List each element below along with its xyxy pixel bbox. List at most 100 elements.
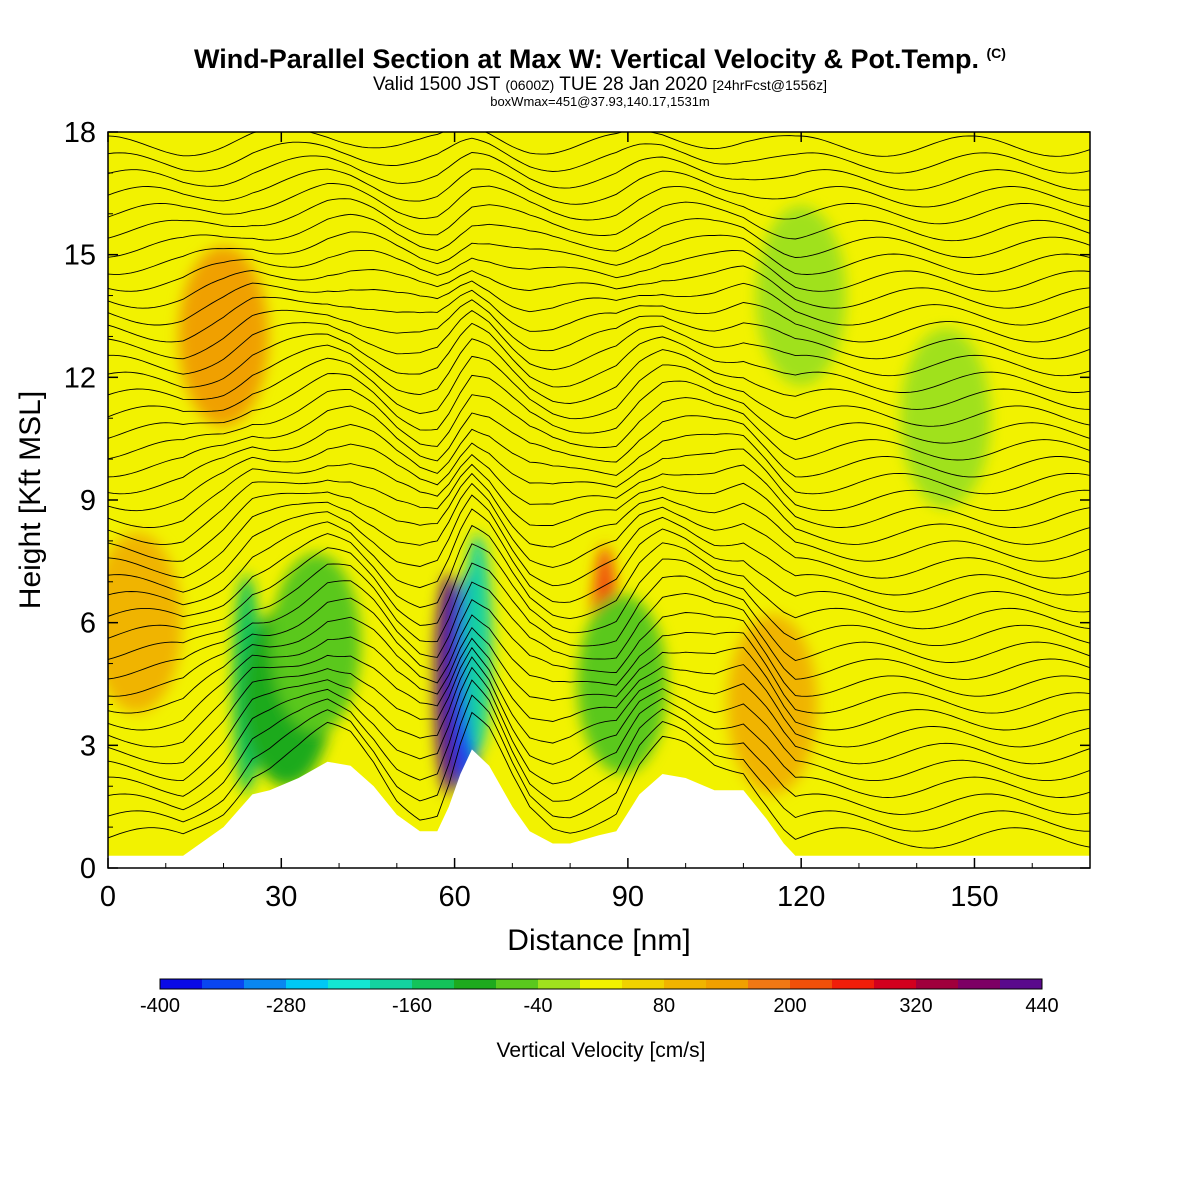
colorbar-swatch: [790, 979, 833, 989]
theta-contour: [108, 152, 1090, 191]
x-tick-label: 150: [950, 881, 998, 913]
plot-area: [107, 131, 1091, 869]
x-tick-label: 90: [612, 881, 644, 913]
x-axis-label: Distance [nm]: [507, 924, 690, 957]
colorbar-label: Vertical Velocity [cm/s]: [497, 1039, 706, 1062]
y-tick-label: 18: [64, 117, 96, 149]
colorbar-swatch: [202, 979, 245, 989]
colorbar-swatch: [580, 979, 623, 989]
y-tick-label: 15: [64, 240, 96, 272]
colorbar-swatch: [328, 979, 371, 989]
theta-contour: [108, 453, 1090, 528]
theta-contour: [108, 524, 1090, 630]
theta-contour: [108, 562, 1090, 663]
theta-contour: [108, 472, 1090, 562]
theta-contour: [108, 168, 1090, 208]
colorbar-tick-label: -400: [140, 995, 180, 1017]
y-tick-label: 0: [80, 853, 96, 885]
theta-contour: [108, 280, 1090, 326]
colorbar-swatch: [748, 979, 791, 989]
theta-contour: [108, 231, 1090, 275]
velocity-feature: [900, 328, 991, 509]
x-tick-label: 0: [100, 881, 116, 913]
colorbar-swatch: [244, 979, 287, 989]
colorbar-swatch: [874, 979, 917, 989]
theta-contour: [108, 597, 1090, 697]
colorbar-swatch: [160, 979, 203, 989]
theta-contour: [108, 373, 1090, 444]
theta-contour: [108, 249, 1090, 292]
x-axis: 0 30 60 90 120 150: [100, 132, 1091, 913]
theta-contour: [108, 666, 1090, 798]
y-tick-label: 6: [80, 608, 96, 640]
colorbar-tick-label: -280: [266, 995, 306, 1017]
colorbar-swatch: [412, 979, 455, 989]
theta-contour: [108, 482, 1090, 579]
colorbar-swatch: [622, 979, 665, 989]
y-tick-label: 12: [64, 362, 96, 394]
x-tick-label: 30: [265, 881, 297, 913]
theta-contour: [108, 309, 1090, 377]
theta-contour: [108, 543, 1090, 647]
y-axis-label: Height [Kft MSL]: [14, 391, 47, 609]
theta-contour: [108, 322, 1090, 393]
chart-title: Wind-Parallel Section at Max W: Vertical…: [0, 44, 1200, 75]
theta-contour: [108, 183, 1090, 225]
theta-contour: [108, 637, 1090, 748]
theta-contour: [108, 213, 1090, 258]
colorbar-swatch: [916, 979, 959, 989]
velocity-field: [108, 205, 991, 795]
valid-time: Valid 1500 JST: [372, 74, 501, 95]
colorbar-swatch: [832, 979, 875, 989]
colorbar-tick-label: 320: [899, 995, 932, 1017]
colorbar-swatch: [664, 979, 707, 989]
chart-title-text: Wind-Parallel Section at Max W: Vertical…: [194, 44, 979, 74]
theta-contour: [108, 694, 1090, 832]
theta-contour: [108, 405, 1090, 478]
theta-contour: [108, 132, 1090, 157]
theta-contour: [108, 355, 1090, 427]
theta-contour: [108, 442, 1090, 512]
colorbar-tick-label: -40: [524, 995, 553, 1017]
colorbar-tick-label: 80: [653, 995, 675, 1017]
y-axis: 0 3 6 9 12 15 18: [64, 117, 1090, 885]
theta-contour: [108, 711, 1090, 849]
velocity-feature: [178, 246, 269, 427]
theta-contour: [108, 614, 1090, 714]
chart-subtitle: Valid 1500 JST (0600Z) TUE 28 Jan 2020 […: [0, 74, 1200, 96]
colorbar-swatch: [496, 979, 539, 989]
theta-contour: [108, 198, 1090, 242]
theta-contour: [108, 424, 1090, 495]
colorbar-tick-label: 440: [1025, 995, 1058, 1017]
colorbar-tick-label: 200: [773, 995, 806, 1017]
copyright-mark: (C): [986, 45, 1006, 61]
terrain: [108, 749, 1090, 868]
colorbar-tick-label: -160: [392, 995, 432, 1017]
colorbar-swatch: [1000, 979, 1043, 989]
box-info: boxWmax=451@37.93,140.17,1531m: [490, 94, 710, 109]
colorbar-swatch: [538, 979, 581, 989]
velocity-feature: [108, 532, 182, 713]
colorbar-frame: [159, 978, 1043, 990]
valid-utc: (0600Z): [505, 77, 555, 93]
potential-temperature-contours: [108, 132, 1090, 849]
theta-contour: [108, 338, 1090, 410]
colorbar-swatch: [958, 979, 1001, 989]
valid-date: TUE 28 Jan 2020: [559, 74, 708, 95]
velocity-feature: [577, 594, 668, 774]
x-tick-label: 120: [777, 881, 825, 913]
theta-contour: [108, 508, 1090, 613]
forecast-info: [24hrFcst@1556z]: [712, 77, 828, 93]
theta-contour: [108, 137, 1090, 174]
theta-contour: [108, 656, 1090, 782]
velocity-feature: [270, 553, 361, 734]
theta-contour: [108, 265, 1090, 309]
theta-contour: [108, 289, 1090, 343]
theta-contour: [108, 463, 1090, 545]
y-tick-label: 9: [80, 485, 96, 517]
theta-contour: [108, 679, 1090, 815]
theta-contour: [108, 580, 1090, 680]
colorbar: -400 -280 -160 -40 80 200 320 440: [140, 978, 1059, 1017]
theta-contour: [108, 299, 1090, 360]
